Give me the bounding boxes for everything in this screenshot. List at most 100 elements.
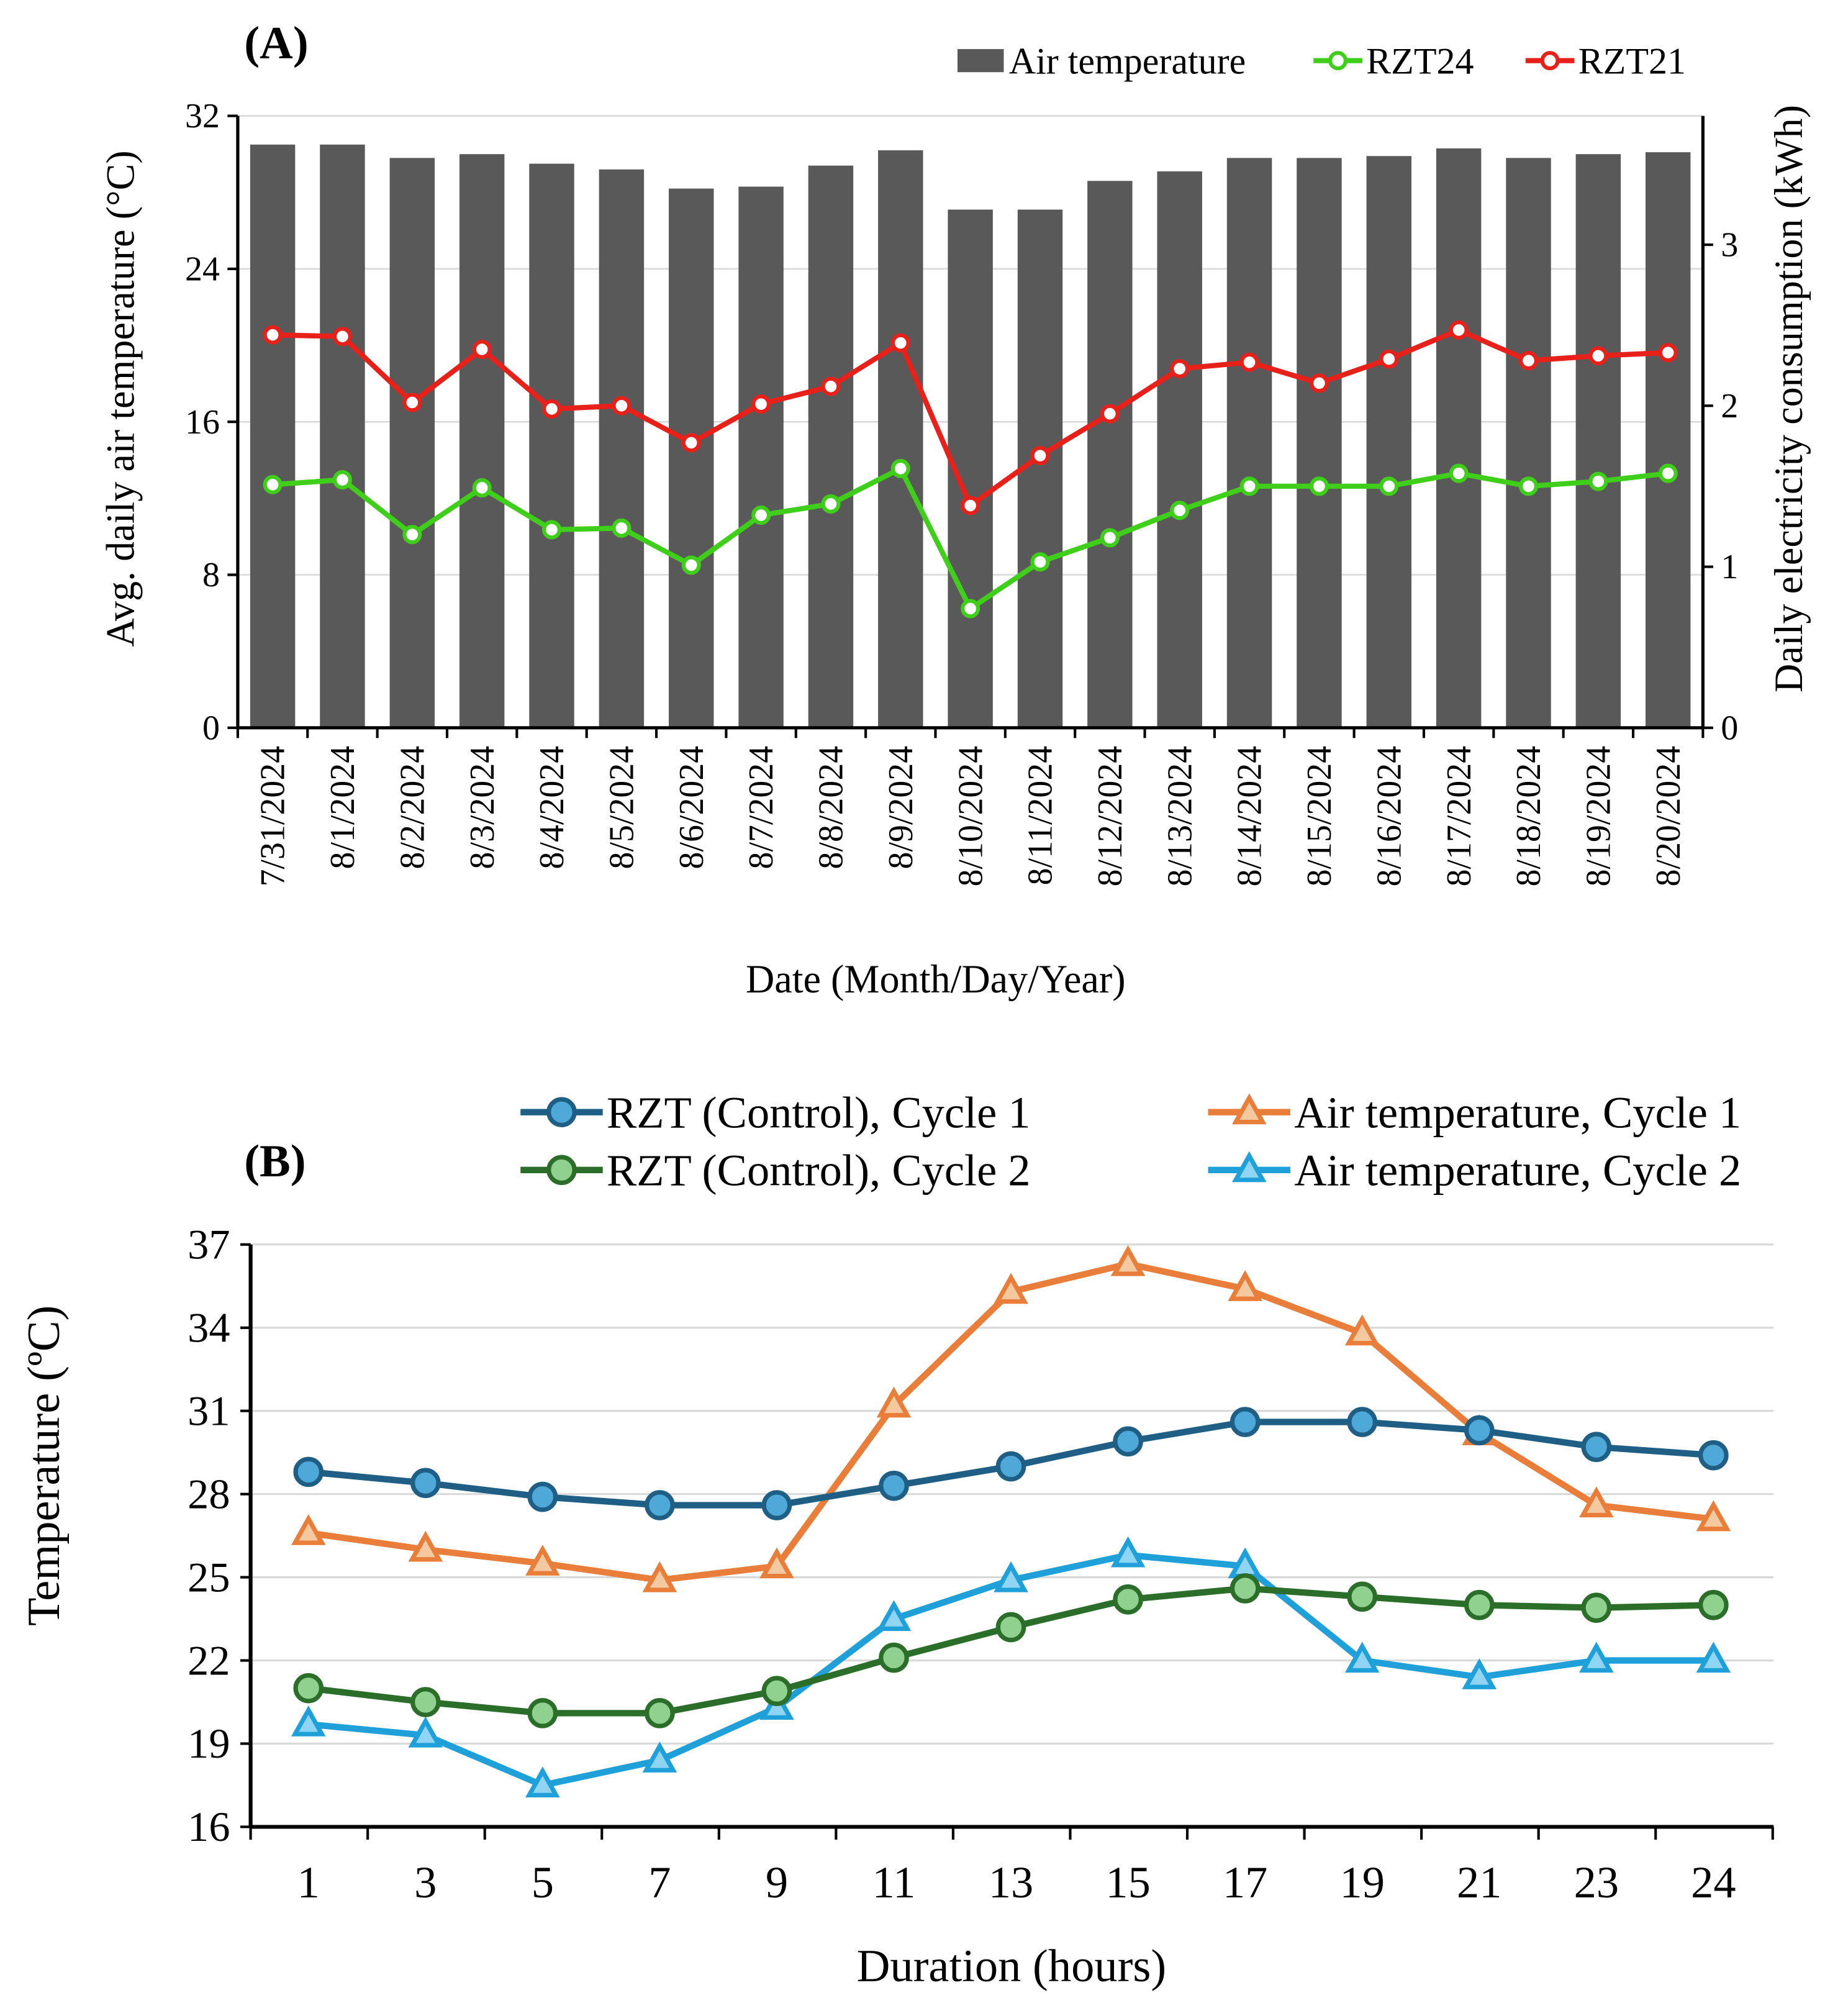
bar-air-temperature (459, 154, 505, 728)
legend-label: Air temperature, Cycle 2 (1294, 1145, 1741, 1196)
legend-marker-rzt24 (1328, 51, 1348, 71)
point-air-temperature-cycle-2 (1462, 1658, 1497, 1689)
point-rzt21 (1170, 359, 1190, 379)
bar-air-temperature (1297, 158, 1342, 728)
bar-air-temperature (1575, 154, 1621, 728)
x-tick-label: 8/1/2024 (324, 746, 362, 870)
point-rzt24 (1379, 476, 1399, 496)
point-air-temperature-cycle-1 (759, 1547, 794, 1579)
x-tick-label: 9 (766, 1857, 788, 1907)
point-rzt24 (1518, 476, 1539, 496)
legend-a: Air temperature RZT24 RZT21 (957, 40, 1686, 81)
panel-b-xlabel: Duration (hours) (857, 1941, 1167, 1992)
bar-air-temperature (1646, 152, 1691, 728)
bar-air-temperature (320, 144, 365, 728)
x-tick-label: 8/3/2024 (463, 746, 502, 870)
x-tick-label: 8/17/2024 (1440, 746, 1478, 887)
point-air-temperature-cycle-1 (1228, 1270, 1262, 1301)
y-tick-label: 25 (188, 1553, 230, 1601)
bar-air-temperature (250, 144, 296, 728)
point-rzt24 (263, 474, 283, 494)
point-rzt21 (263, 325, 283, 345)
x-tick-label: 8/16/2024 (1370, 746, 1408, 887)
point-rzt21 (1518, 351, 1539, 371)
x-tick-label: 8/14/2024 (1231, 746, 1269, 887)
point-rzt-control-cycle-2 (1464, 1589, 1495, 1620)
point-rzt-control-cycle-2 (410, 1687, 441, 1717)
panel-a-xlabel: Date (Month/Day/Year) (746, 957, 1126, 1001)
point-air-temperature-cycle-2 (1579, 1641, 1614, 1673)
x-tick-label: 8/2/2024 (393, 746, 432, 870)
bar-air-temperature (599, 169, 645, 728)
y2-tick-label: 2 (1721, 387, 1738, 425)
point-air-temperature-cycle-2 (1110, 1536, 1146, 1568)
point-rzt-control-cycle-1 (527, 1481, 558, 1512)
x-tick-label: 13 (989, 1857, 1033, 1907)
y2-tick-label: 1 (1721, 548, 1738, 586)
x-tick-label: 8/20/2024 (1649, 746, 1688, 887)
point-rzt21 (961, 496, 980, 515)
panel-a-y2label: Daily electricity consumption (kWh) (1767, 105, 1811, 692)
point-rzt-control-cycle-1 (293, 1456, 324, 1487)
bar-air-temperature (669, 188, 714, 728)
point-rzt-control-cycle-1 (1698, 1440, 1729, 1471)
y-tick-label: 16 (188, 1803, 230, 1850)
point-rzt-control-cycle-1 (645, 1490, 675, 1520)
y-tick-label: 34 (188, 1304, 230, 1351)
point-rzt24 (1658, 463, 1678, 483)
bar-air-temperature (1087, 181, 1133, 728)
point-rzt21 (890, 333, 910, 353)
point-rzt24 (1239, 476, 1259, 496)
point-air-temperature-cycle-2 (994, 1561, 1028, 1592)
x-tick-label: 7 (648, 1857, 671, 1907)
point-rzt24 (612, 518, 632, 538)
point-air-temperature-cycle-1 (994, 1273, 1028, 1304)
x-tick-label: 8/15/2024 (1300, 746, 1339, 887)
point-air-temperature-cycle-1 (1579, 1486, 1614, 1518)
legend-label: RZT21 (1578, 40, 1686, 81)
point-rzt-control-cycle-2 (293, 1673, 324, 1704)
panel-b-ylabel: Temperature (ºC) (19, 1305, 70, 1626)
x-tick-label: 8/13/2024 (1161, 746, 1199, 887)
legend-label: RZT (Control), Cycle 1 (607, 1087, 1031, 1137)
point-rzt-control-cycle-2 (1581, 1592, 1612, 1623)
bar-air-temperature (529, 163, 574, 728)
point-air-temperature-cycle-1 (525, 1545, 560, 1576)
point-rzt24 (751, 506, 771, 525)
y2-tick-label: 0 (1721, 709, 1738, 747)
x-tick-label: 15 (1105, 1857, 1150, 1907)
bar-air-temperature (1226, 158, 1272, 728)
bar-air-temperature (878, 150, 923, 728)
legend-swatch-air-temperature (957, 48, 1004, 73)
legend-marker-rzt21 (1540, 51, 1560, 71)
point-rzt-control-cycle-1 (995, 1451, 1026, 1482)
point-rzt21 (751, 394, 771, 414)
legend-label: RZT24 (1366, 40, 1474, 81)
x-tick-label: 7/31/2024 (254, 746, 292, 887)
panel-a-ylabel: Avg. daily air temperature (°C) (98, 150, 142, 647)
point-rzt24 (332, 470, 352, 490)
y-tick-label: 19 (188, 1720, 230, 1767)
point-rzt21 (1379, 349, 1399, 369)
point-rzt-control-cycle-1 (1581, 1432, 1612, 1463)
legend-marker-rzt-control-cycle-1 (546, 1097, 577, 1127)
x-tick-label: 19 (1339, 1857, 1384, 1907)
point-air-temperature-cycle-1 (408, 1530, 443, 1562)
y-tick-label: 0 (202, 709, 220, 747)
point-air-temperature-cycle-1 (1344, 1314, 1380, 1346)
panel-b-title: (B) (244, 1136, 306, 1187)
point-rzt24 (1588, 471, 1608, 491)
point-rzt21 (1588, 346, 1608, 366)
point-air-temperature-cycle-1 (291, 1514, 326, 1545)
x-tick-label: 8/19/2024 (1579, 746, 1618, 887)
panel-a-title: (A) (244, 17, 308, 68)
point-air-temperature-cycle-1 (876, 1386, 912, 1418)
x-tick-label: 8/18/2024 (1510, 746, 1548, 887)
x-tick-label: 23 (1574, 1857, 1619, 1907)
y-tick-label: 22 (188, 1637, 230, 1684)
point-rzt21 (1658, 343, 1678, 363)
point-rzt24 (1449, 463, 1469, 483)
bar-air-temperature (808, 165, 854, 728)
